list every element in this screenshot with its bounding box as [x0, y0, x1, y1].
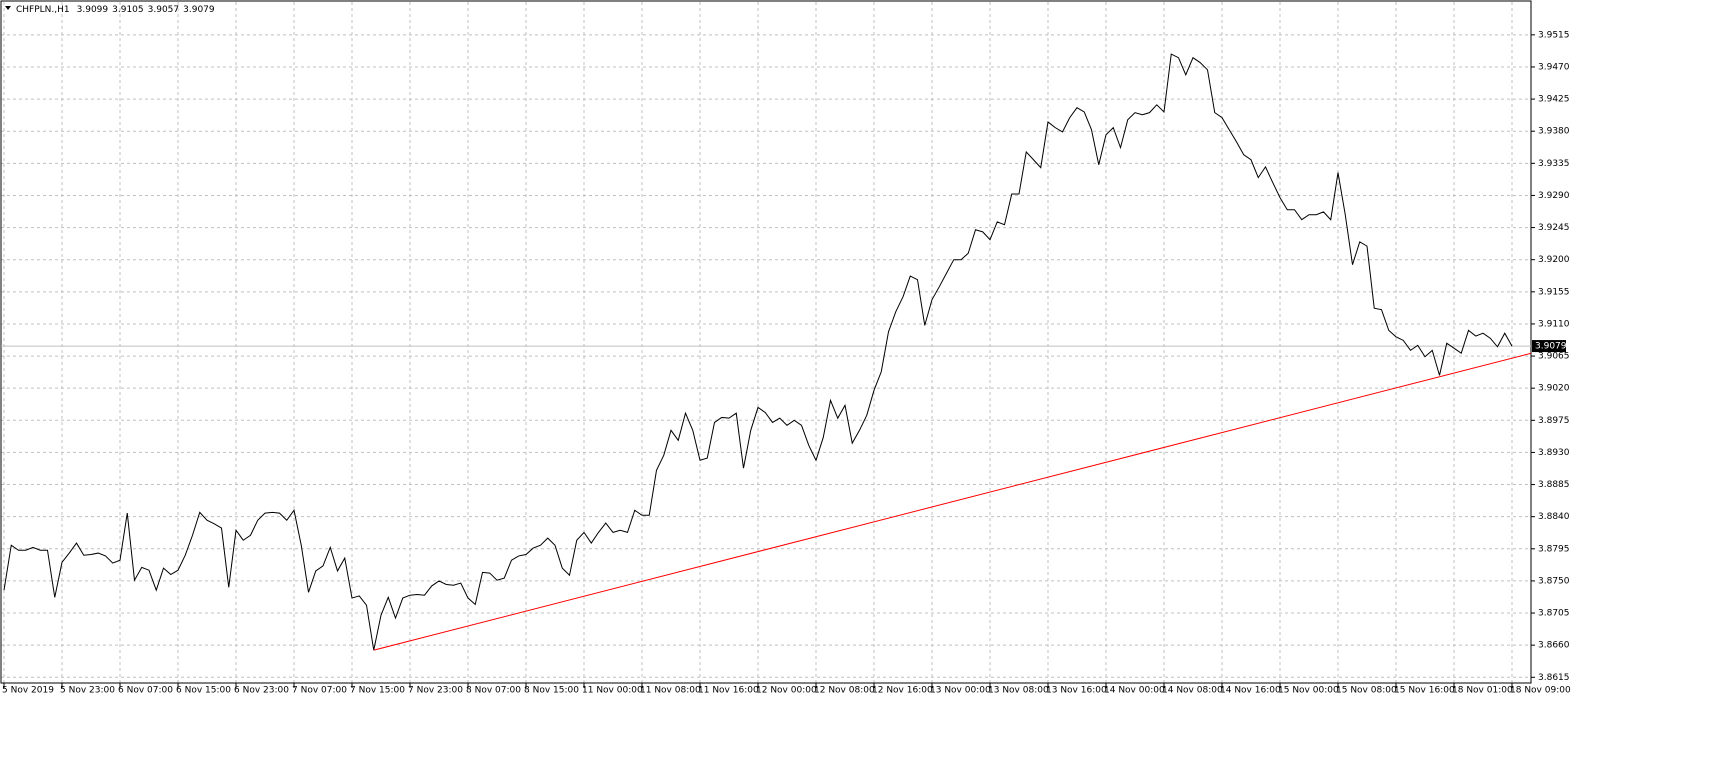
x-tick-label: 6 Nov 07:00 [118, 686, 173, 696]
ohlc-value: 3.9057 [148, 5, 180, 15]
x-tick-label: 15 Nov 08:00 [1336, 686, 1397, 696]
x-tick-label: 15 Nov 00:00 [1278, 686, 1339, 696]
y-tick-label: 3.9380 [1538, 127, 1570, 137]
y-tick-label: 3.8660 [1538, 641, 1570, 651]
x-tick-label: 15 Nov 16:00 [1394, 686, 1455, 696]
y-tick-label: 3.8750 [1538, 576, 1570, 586]
y-tick-label: 3.8885 [1538, 480, 1570, 490]
x-tick-label: 7 Nov 15:00 [350, 686, 405, 696]
x-tick-label: 8 Nov 15:00 [524, 686, 579, 696]
x-tick-label: 18 Nov 09:00 [1510, 686, 1571, 696]
x-tick-label: 11 Nov 16:00 [698, 686, 759, 696]
y-tick-label: 3.9425 [1538, 95, 1570, 105]
x-tick-label: 14 Nov 16:00 [1220, 686, 1281, 696]
y-tick-label: 3.9335 [1538, 159, 1570, 169]
x-tick-label: 12 Nov 16:00 [872, 686, 933, 696]
y-tick-label: 3.8840 [1538, 512, 1570, 522]
y-tick-label: 3.9020 [1538, 384, 1570, 394]
y-tick-label: 3.9200 [1538, 255, 1570, 265]
x-tick-label: 7 Nov 07:00 [292, 686, 347, 696]
x-tick-label: 7 Nov 23:00 [408, 686, 463, 696]
y-tick-label: 3.9470 [1538, 62, 1570, 72]
y-tick-label: 3.8975 [1538, 416, 1570, 426]
x-tick-label: 13 Nov 00:00 [930, 686, 991, 696]
menu-arrow [5, 6, 11, 10]
y-tick-label: 3.9065 [1538, 352, 1570, 362]
x-tick-label: 14 Nov 08:00 [1162, 686, 1223, 696]
y-tick-label: 3.9515 [1538, 30, 1570, 40]
x-tick-label: 12 Nov 08:00 [814, 686, 875, 696]
y-tick-label: 3.8795 [1538, 544, 1570, 554]
x-tick-label: 12 Nov 00:00 [756, 686, 817, 696]
ohlc-value: 3.9079 [183, 5, 215, 15]
x-tick-label: 11 Nov 08:00 [640, 686, 701, 696]
ohlc-value: 3.9099 [77, 5, 109, 15]
plot-frame [0, 0, 1532, 684]
y-tick-label: 3.9110 [1538, 319, 1570, 329]
chart-header: CHFPLN.,H1 3.9099 3.9105 3.9057 3.9079 [16, 5, 215, 15]
y-tick-label: 3.9155 [1538, 287, 1570, 297]
ohlc-value: 3.9105 [112, 5, 144, 15]
x-tick-label: 14 Nov 00:00 [1104, 686, 1165, 696]
y-tick-label: 3.9245 [1538, 223, 1570, 233]
y-tick-label: 3.8705 [1538, 609, 1570, 619]
price-tag-label: 3.9079 [1535, 342, 1567, 352]
x-tick-label: 5 Nov 23:00 [60, 686, 115, 696]
x-tick-label: 13 Nov 16:00 [1046, 686, 1107, 696]
trendline [373, 352, 1532, 651]
y-tick-label: 3.9290 [1538, 191, 1570, 201]
y-tick-label: 3.8615 [1538, 673, 1570, 683]
x-tick-label: 18 Nov 01:00 [1452, 686, 1513, 696]
price-tag [1532, 340, 1566, 353]
x-tick-label: 6 Nov 23:00 [234, 686, 289, 696]
x-tick-label: 8 Nov 07:00 [466, 686, 521, 696]
price-line-series [3, 53, 1513, 651]
symbol: CHFPLN.,H1 [16, 5, 70, 15]
x-tick-label: 6 Nov 15:00 [176, 686, 231, 696]
x-tick-label: 5 Nov 2019 [2, 686, 54, 696]
y-tick-label: 3.8930 [1538, 448, 1570, 458]
x-tick-label: 13 Nov 08:00 [988, 686, 1049, 696]
x-tick-label: 11 Nov 00:00 [582, 686, 643, 696]
